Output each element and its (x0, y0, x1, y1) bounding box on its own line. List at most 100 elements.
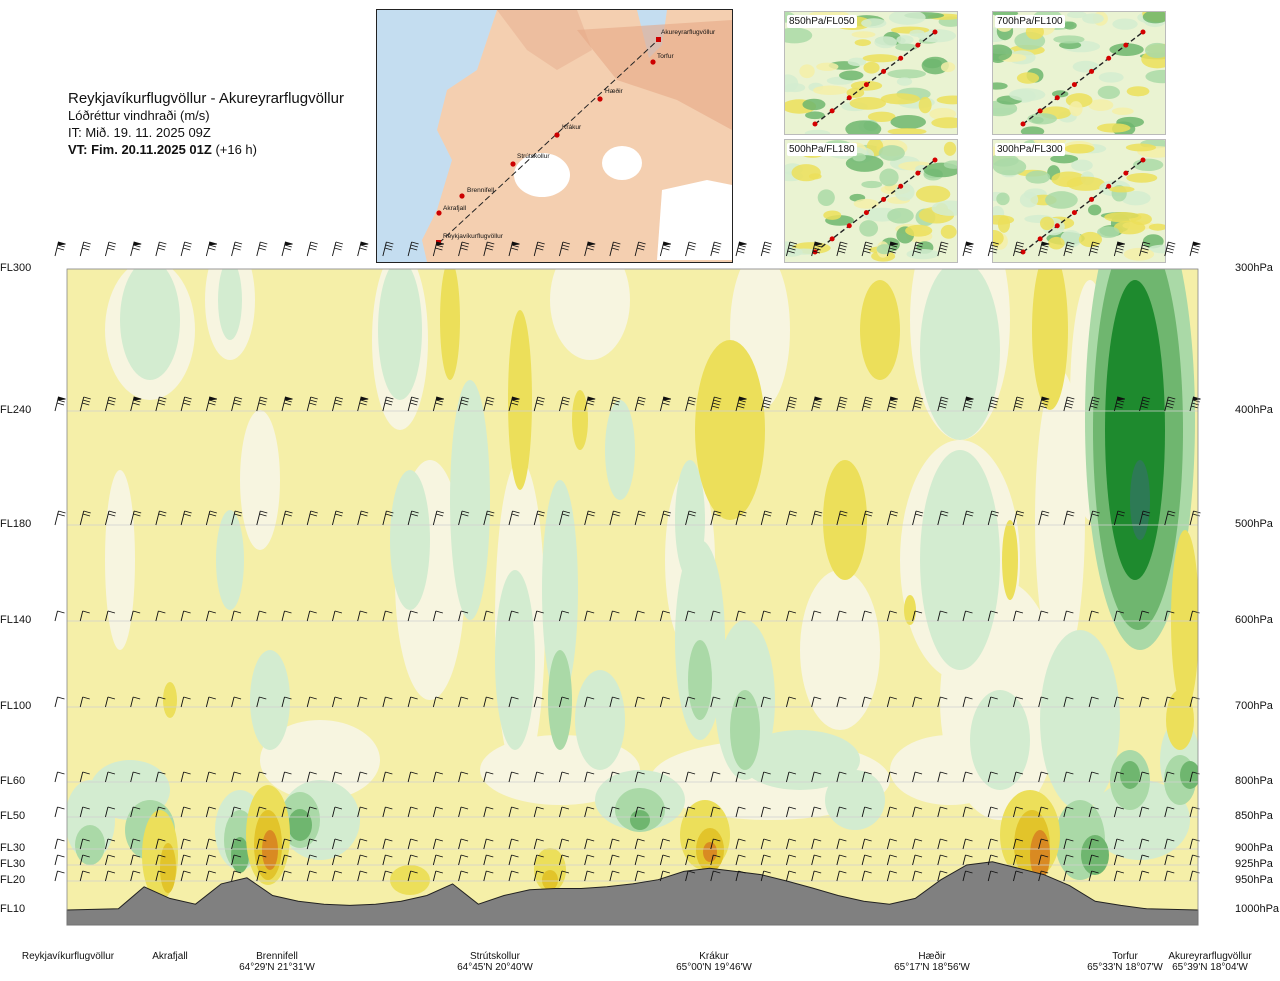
terrain-profile (66, 861, 1199, 926)
wind-barb (937, 806, 948, 818)
wind-barb (786, 854, 797, 866)
wind-barb (483, 510, 495, 526)
wind-barb (710, 838, 721, 850)
wind-barb (912, 241, 924, 257)
wind-barb (659, 838, 670, 850)
wind-barb (54, 396, 66, 412)
wind-barb (710, 806, 721, 818)
wind-barb (256, 870, 267, 882)
wind-barb (937, 854, 948, 866)
wind-barb (811, 696, 822, 708)
wind-barb (180, 610, 191, 622)
wind-barb (306, 610, 317, 622)
wind-barb (508, 771, 519, 783)
wind-barb (79, 510, 91, 526)
wind-barb (962, 241, 974, 257)
wind-barb (987, 771, 998, 783)
wind-barb (357, 610, 368, 622)
wind-barb (1013, 854, 1024, 866)
wind-barb (861, 806, 872, 818)
wind-barb (735, 870, 746, 882)
wind-barb (1088, 241, 1100, 257)
wind-barb (458, 510, 470, 526)
weak-down-cell (163, 682, 177, 718)
wind-barb (861, 854, 872, 866)
wind-barb (584, 771, 595, 783)
faint-up-cell (250, 650, 290, 750)
flight-level-label: FL60 (0, 775, 26, 787)
wind-barb (357, 838, 368, 850)
wind-barb (912, 870, 923, 882)
wind-barb (105, 870, 116, 882)
wind-barb (79, 806, 90, 818)
wind-barb (1113, 838, 1124, 850)
wind-barb (1139, 696, 1150, 708)
mini-map-850-label: 850hPa/FL050 (787, 15, 857, 28)
wind-barb (584, 396, 596, 412)
wind-barb (836, 870, 847, 882)
wind-barb (256, 771, 267, 783)
vertical-velocity-field (67, 269, 1198, 925)
wind-barb (332, 854, 343, 866)
wind-barb (659, 696, 670, 708)
wind-barb (685, 854, 696, 866)
wind-barb (886, 510, 898, 526)
wind-barb (786, 696, 797, 708)
wind-barb (1164, 870, 1175, 882)
wind-barb (332, 241, 344, 257)
wind-barb (306, 854, 317, 866)
wind-barb (962, 771, 973, 783)
wind-barb (382, 241, 394, 257)
wind-barb (483, 696, 494, 708)
wind-barb (609, 854, 620, 866)
wind-barb (1063, 510, 1075, 526)
wind-barb (987, 396, 999, 412)
faint-up-cell (740, 730, 860, 790)
wind-barb (357, 241, 369, 257)
wind-barb (685, 696, 696, 708)
wind-barb (962, 696, 973, 708)
mini-map-700: 700hPa/FL100 (992, 11, 1166, 135)
wind-barb (1063, 241, 1075, 257)
wind-barb (508, 806, 519, 818)
wind-barb (306, 771, 317, 783)
wind-barb (332, 838, 343, 850)
station-coord: 65°00'N 19°46'W (676, 962, 752, 973)
wind-barb (407, 854, 418, 866)
wind-barb (432, 771, 443, 783)
wind-barb (735, 241, 747, 257)
wind-barb (105, 696, 116, 708)
weak-up-cell (730, 690, 760, 770)
wind-barb (180, 806, 191, 818)
wind-barb (634, 241, 646, 257)
wind-barb (1088, 870, 1099, 882)
wind-barb (54, 806, 65, 818)
wind-barb (205, 870, 216, 882)
wind-barb (155, 396, 167, 412)
wind-barb (1088, 396, 1100, 412)
wind-barb (937, 696, 948, 708)
wind-barb (962, 510, 974, 526)
wind-barb (710, 510, 722, 526)
wind-barb (332, 396, 344, 412)
wind-barb (231, 610, 242, 622)
wind-barb (281, 806, 292, 818)
down-cell (542, 870, 558, 890)
wind-barb (332, 510, 344, 526)
wind-barb (256, 610, 267, 622)
wind-barb (685, 771, 696, 783)
neutral-cell (105, 470, 135, 650)
wind-barb (180, 241, 192, 257)
wind-barb (609, 806, 620, 818)
faint-up-cell (218, 269, 242, 340)
wind-barb (180, 838, 191, 850)
flight-level-label: FL140 (0, 614, 32, 626)
faint-up-cell (920, 450, 1000, 670)
weak-down-cell (1166, 690, 1194, 750)
weak-up-cell (75, 825, 105, 865)
wind-barb (659, 510, 671, 526)
flight-level-label: FL30 (0, 842, 26, 854)
wind-barb (1063, 610, 1074, 622)
wind-barb (685, 870, 696, 882)
